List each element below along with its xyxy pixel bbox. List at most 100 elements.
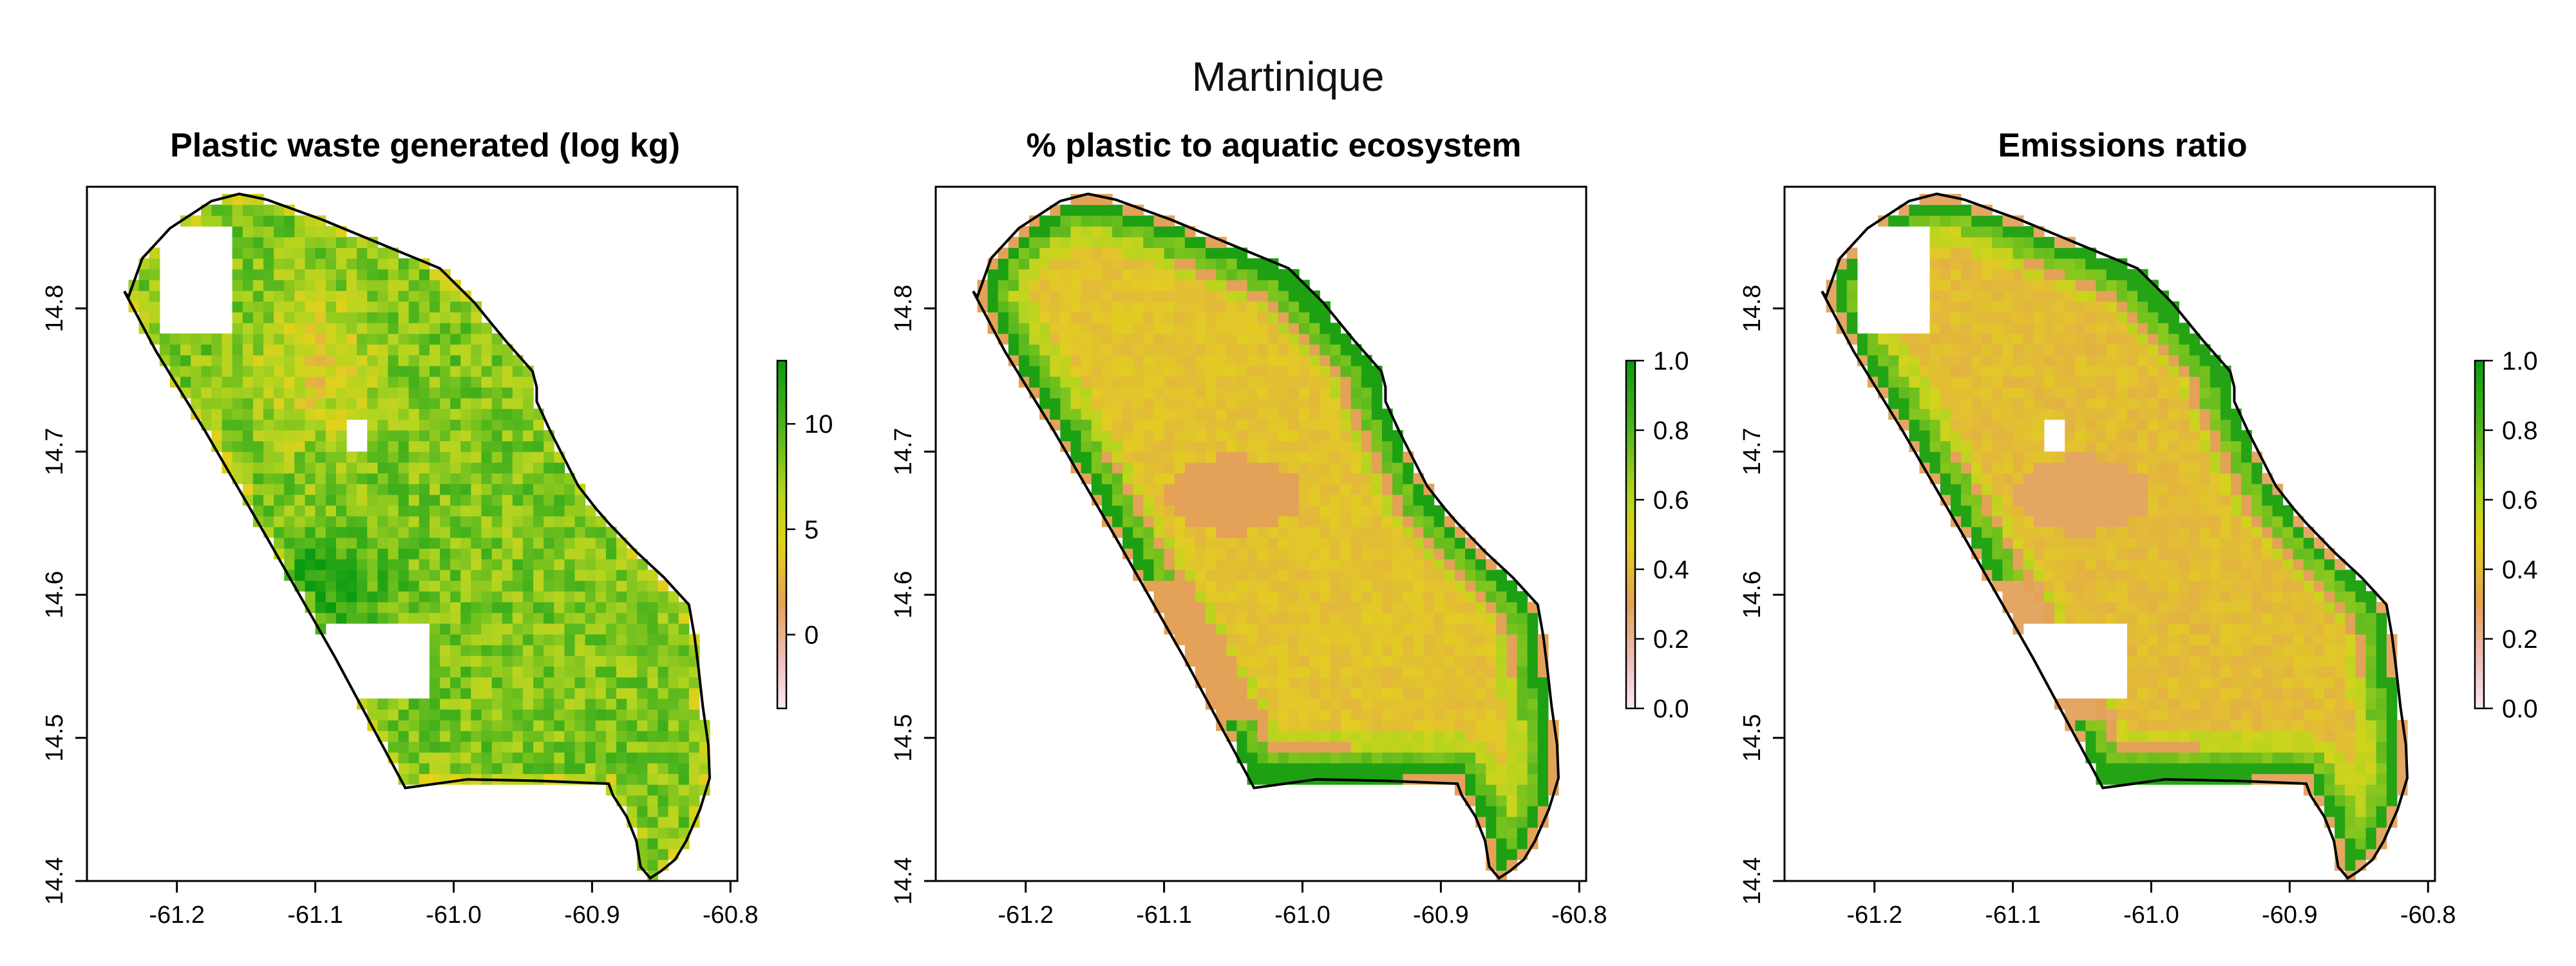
raster-cell — [491, 430, 503, 442]
raster-cell — [222, 430, 233, 442]
raster-cell — [1413, 741, 1425, 753]
raster-cell — [2231, 709, 2242, 721]
raster-cell — [998, 269, 1009, 281]
raster-cell — [522, 462, 534, 474]
raster-cell — [1174, 548, 1186, 560]
raster-cell — [2106, 430, 2117, 442]
raster-cell — [201, 215, 212, 227]
raster-cell — [315, 516, 327, 527]
raster-cell — [491, 484, 503, 495]
raster-cell — [1257, 397, 1269, 410]
raster-cell — [429, 558, 440, 571]
raster-cell — [1340, 709, 1352, 721]
raster-cell — [1091, 215, 1103, 227]
raster-cell — [688, 719, 700, 732]
raster-cell — [1206, 473, 1217, 484]
raster-cell — [1133, 516, 1144, 527]
raster-cell — [2220, 387, 2231, 399]
raster-cell — [274, 344, 285, 355]
raster-cell — [1350, 762, 1362, 774]
raster-cell — [2126, 752, 2138, 764]
raster-cell — [1226, 462, 1237, 474]
raster-cell — [512, 601, 524, 613]
raster-cell — [1950, 462, 1962, 474]
raster-cell — [1039, 344, 1050, 355]
raster-cell — [357, 612, 368, 624]
raster-cell — [2314, 687, 2325, 699]
raster-cell — [388, 365, 399, 377]
raster-cell — [2075, 698, 2086, 710]
raster-cell — [305, 344, 316, 355]
plot-frame — [934, 185, 1587, 882]
raster-cell — [2210, 752, 2221, 764]
raster-cell — [2220, 677, 2231, 688]
raster-cell — [2282, 623, 2294, 635]
raster-cell — [2126, 516, 2138, 527]
raster-cell — [502, 419, 513, 431]
raster-cell — [1236, 258, 1248, 270]
raster-cell — [1971, 333, 1982, 345]
raster-cell — [357, 516, 368, 527]
raster-cell — [2033, 505, 2045, 516]
raster-cell — [2179, 677, 2190, 688]
raster-cell — [1537, 752, 1549, 764]
raster-cell — [522, 677, 534, 688]
raster-cell — [471, 612, 482, 624]
raster-cell — [294, 484, 305, 495]
raster-cell — [1371, 666, 1383, 677]
raster-cell — [1403, 612, 1414, 624]
y-tick-label: 14.5 — [41, 714, 68, 762]
raster-cell — [377, 312, 388, 323]
raster-cell — [1278, 526, 1289, 538]
raster-cell — [2324, 784, 2335, 796]
raster-cell — [149, 247, 160, 259]
raster-cell — [1174, 505, 1186, 516]
raster-cell — [1257, 526, 1269, 538]
raster-cell — [450, 730, 461, 742]
raster-cell — [232, 419, 243, 431]
raster-cell — [2002, 408, 2014, 420]
raster-cell — [1236, 612, 1248, 624]
raster-cell — [2251, 526, 2262, 538]
raster-cell — [2168, 312, 2179, 323]
raster-cell — [1413, 623, 1425, 635]
raster-cell — [242, 333, 254, 345]
raster-cell — [2137, 473, 2148, 484]
raster-cell — [1122, 279, 1133, 291]
raster-cell — [201, 408, 212, 420]
raster-cell — [274, 204, 285, 216]
raster-cell — [1950, 323, 1962, 334]
raster-cell — [1164, 430, 1175, 442]
raster-cell — [1929, 344, 1941, 355]
raster-cell — [658, 741, 669, 753]
raster-cell — [1247, 269, 1258, 281]
raster-cell — [398, 387, 410, 399]
raster-cell — [491, 666, 503, 677]
raster-cell — [1361, 719, 1372, 732]
raster-cell — [398, 741, 410, 753]
raster-cell — [1195, 548, 1206, 560]
raster-cell — [564, 580, 576, 592]
raster-cell — [1018, 301, 1030, 313]
raster-cell — [544, 484, 554, 495]
raster-cell — [658, 645, 669, 656]
raster-cell — [544, 473, 554, 484]
raster-cell — [637, 687, 648, 699]
raster-cell — [1236, 440, 1248, 452]
raster-cell — [1971, 419, 1982, 431]
raster-cell — [460, 634, 471, 645]
raster-cell — [1392, 719, 1403, 732]
raster-cell — [2023, 484, 2034, 495]
raster-cell — [1257, 333, 1269, 345]
raster-cell — [460, 473, 471, 484]
raster-cell — [450, 677, 461, 688]
raster-cell — [388, 612, 399, 624]
raster-cell — [502, 462, 513, 474]
raster-cell — [398, 612, 410, 624]
raster-cell — [1029, 365, 1040, 377]
raster-cell — [502, 719, 513, 732]
raster-cell — [1289, 355, 1300, 366]
raster-cell — [1226, 344, 1237, 355]
raster-cell — [658, 612, 669, 624]
raster-cell — [211, 204, 223, 216]
